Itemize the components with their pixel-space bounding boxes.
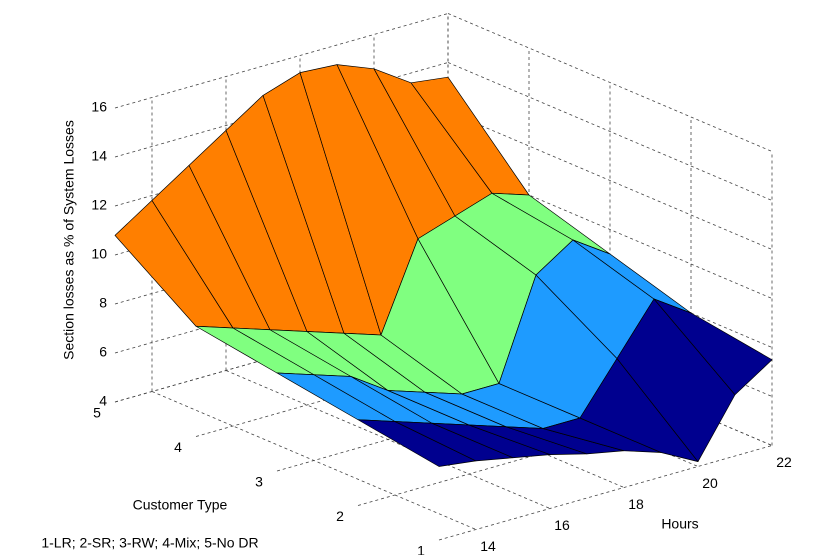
y-tick-label: 1 [417,543,425,555]
z-tick-label: 8 [99,295,107,311]
grid-line [114,13,449,109]
y-axis-label: Customer Type [133,497,228,513]
z-tick-label: 4 [99,393,107,409]
x-tick-label: 14 [480,538,496,554]
grid-line [438,445,773,541]
y-tick-label: 2 [336,508,344,524]
z-axis-label: Section losses as % of System Losses [61,120,77,360]
grid-line [447,13,773,152]
x-tick-label: 20 [702,475,718,491]
x-tick-label: 16 [554,517,570,533]
y-tick-label: 5 [93,405,101,421]
x-tick-label: 22 [776,454,792,470]
z-tick-label: 12 [91,197,107,213]
grid-line [447,111,773,250]
z-tick-label: 6 [99,344,107,360]
annotation: 1-LR; 2-SR; 3-RW; 4-Mix; 5-No DR [41,535,258,551]
x-axis-label: Hours [661,516,698,532]
z-tick-label: 16 [91,99,107,115]
z-tick-label: 14 [91,148,107,164]
surface-face [653,298,773,396]
grid-line [447,62,773,201]
y-tick-label: 4 [174,439,182,455]
surface [114,64,773,467]
z-tick-label: 10 [91,246,107,262]
x-tick-label: 18 [628,496,644,512]
y-tick-label: 3 [255,474,263,490]
